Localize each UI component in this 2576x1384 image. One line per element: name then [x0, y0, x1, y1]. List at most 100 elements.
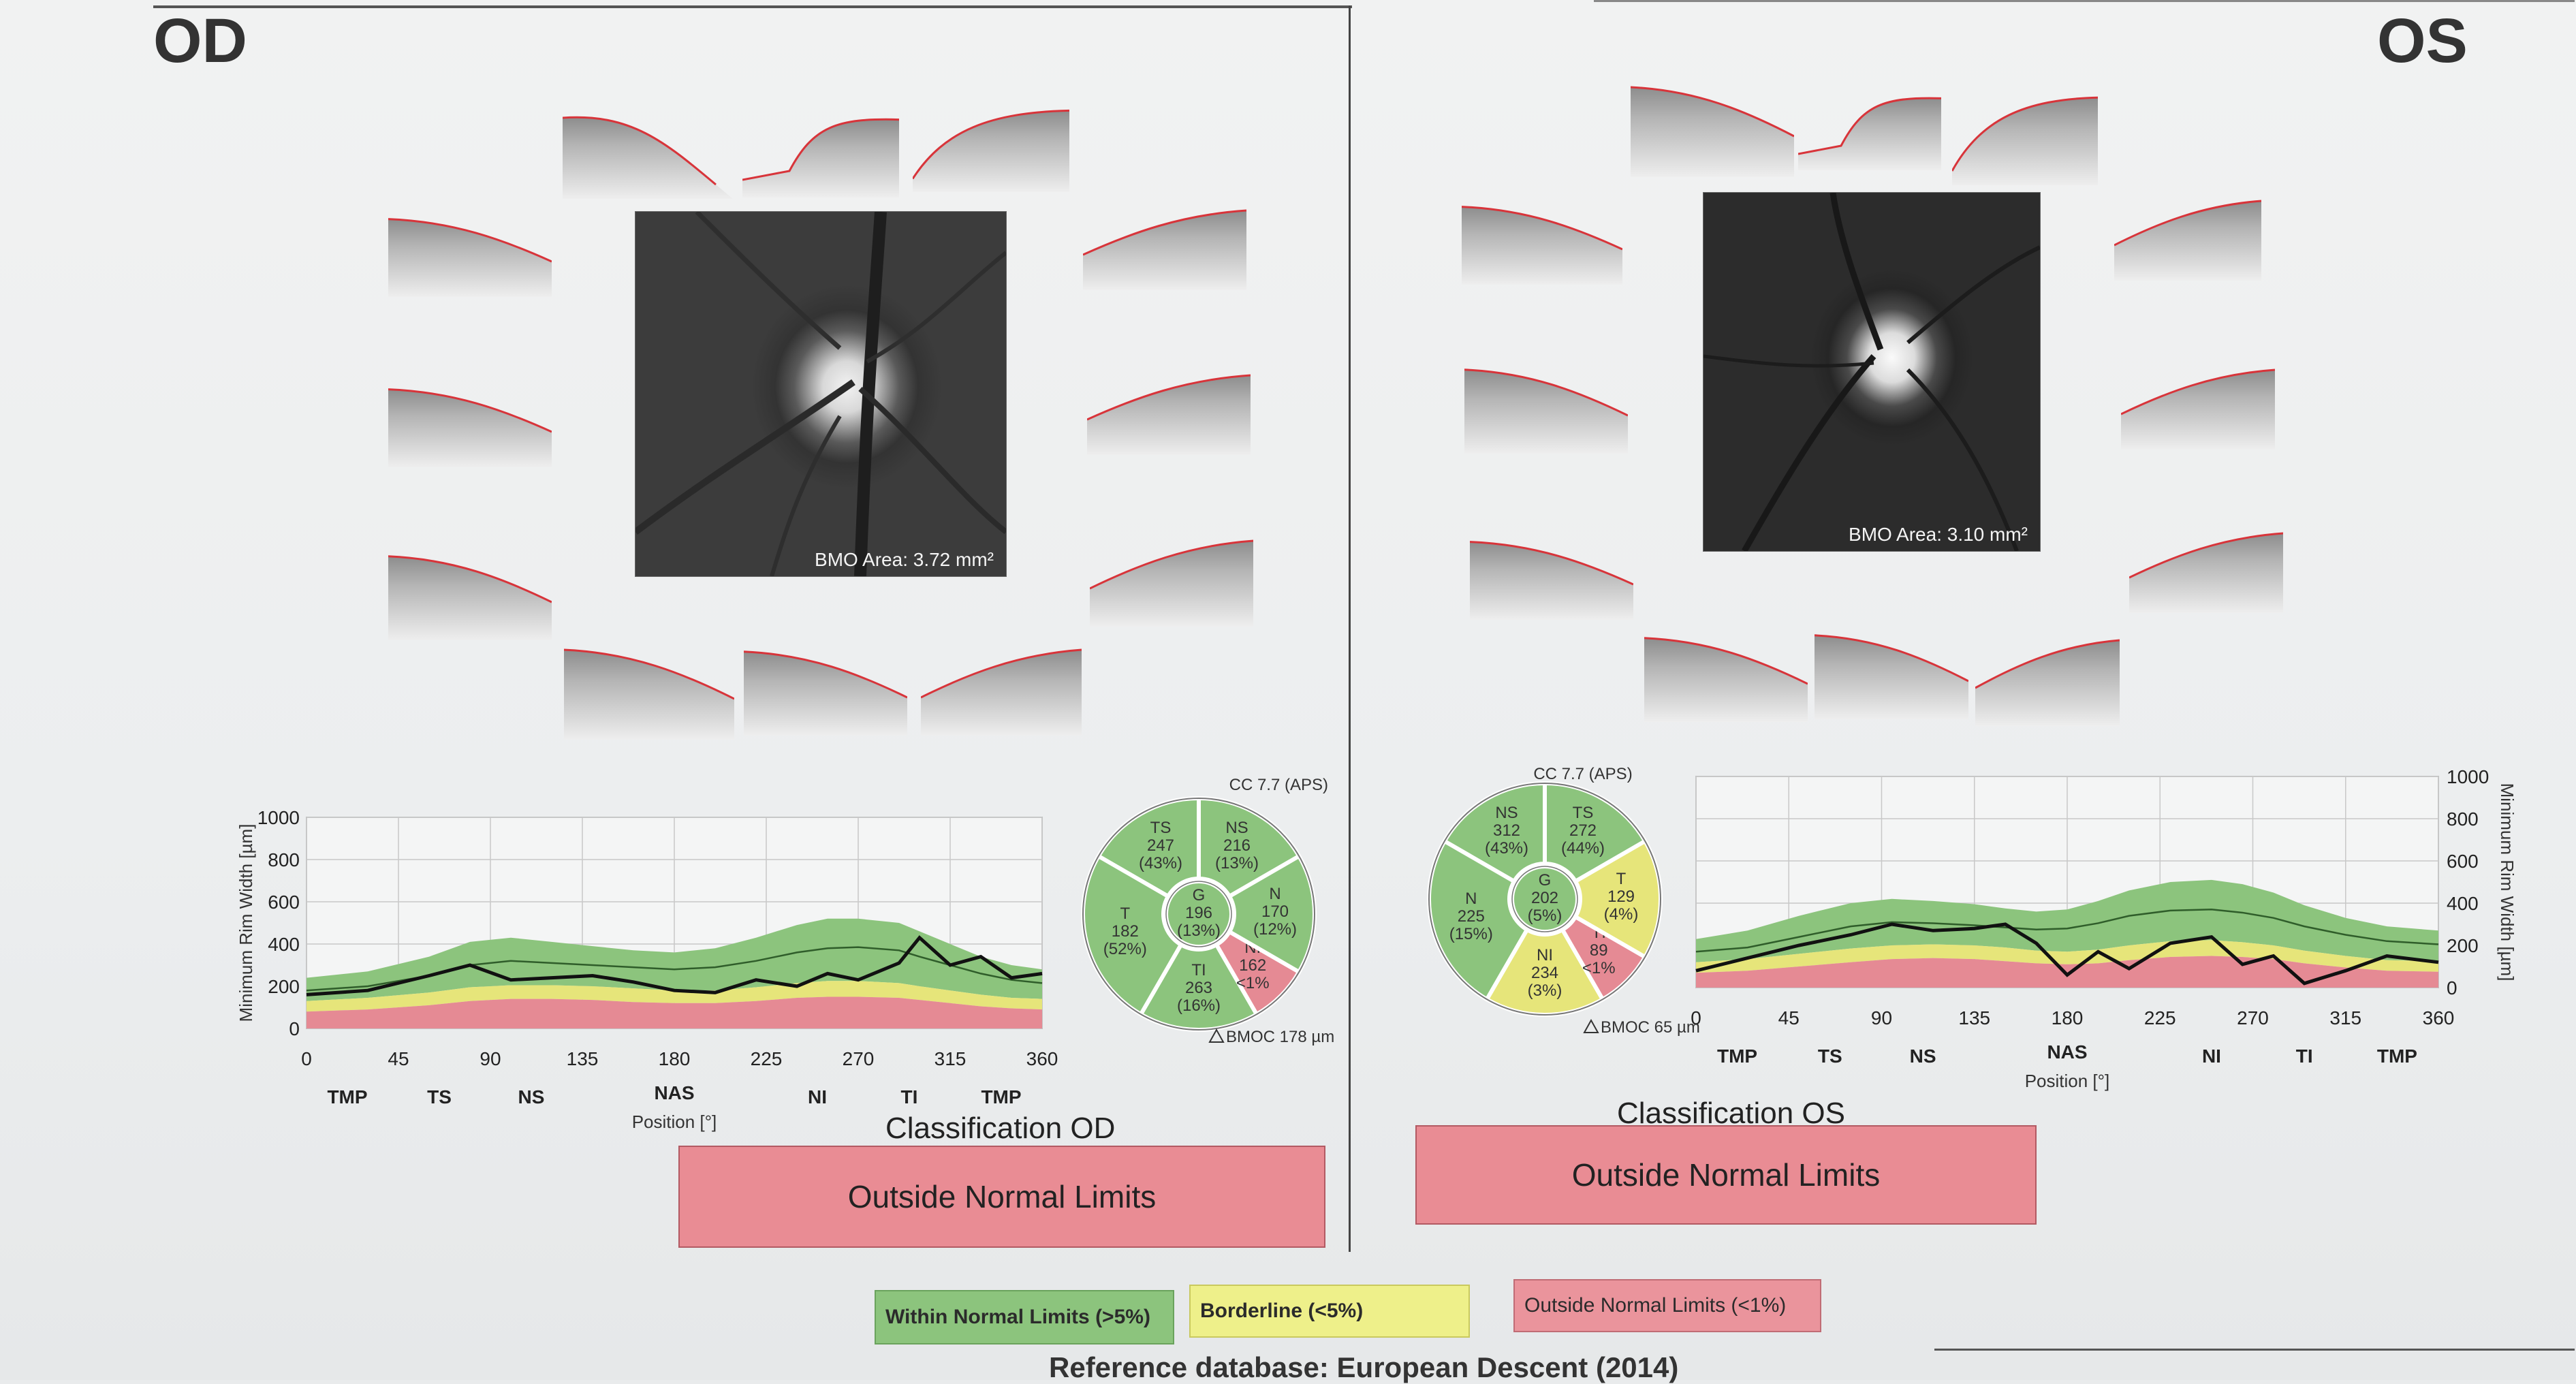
- sector-ts-label: 247: [1147, 836, 1174, 855]
- classification-title-od: Classification OD: [885, 1112, 1116, 1145]
- sector-ts-label: (43%): [1139, 854, 1182, 872]
- center-outline: [1165, 881, 1232, 947]
- x-tick-label: 45: [1778, 1007, 1800, 1028]
- oct-bscan-thumbnail: [2114, 200, 2261, 281]
- normative-mean-line: [1695, 909, 2439, 953]
- sector-label: NAS: [2047, 1041, 2087, 1063]
- band-within-normal: [1696, 879, 2438, 962]
- sector-ni-label: NI: [1537, 946, 1553, 964]
- band-borderline: [1696, 940, 2438, 973]
- sector-label: NS: [518, 1086, 545, 1107]
- oct-bscan-thumbnail: [1952, 96, 2098, 185]
- donut-outline: [1082, 798, 1315, 1031]
- oct-bscan-thumbnail: [388, 218, 552, 297]
- sector-ts-label: 272: [1569, 821, 1597, 840]
- sector-g-label: 202: [1531, 889, 1558, 907]
- x-tick-label: 135: [567, 1048, 599, 1069]
- sector-ts-label: TS: [1573, 804, 1594, 822]
- oct-bscan-thumbnail: [742, 118, 899, 198]
- footer-rule: [1934, 1349, 2575, 1351]
- sector-ns-label: (43%): [1485, 839, 1528, 858]
- sector-t-label: T: [1120, 905, 1130, 923]
- fundus-vessels-od: [635, 212, 1006, 576]
- sector-ts-label: TS: [1150, 819, 1172, 837]
- sector-donut-os: TS272(44%)NS312(43%)N225(15%)NI234(3%)TI…: [1427, 765, 1700, 1037]
- eye-label-os: OS: [2377, 6, 2468, 76]
- x-axis-title: Position [°]: [632, 1112, 717, 1132]
- sector-ni-label: 234: [1531, 964, 1558, 982]
- sector-n-label: (12%): [1253, 920, 1297, 939]
- y-tick-label: 600: [2447, 851, 2479, 872]
- y-tick-label: 1000: [257, 807, 300, 828]
- x-tick-label: 135: [1958, 1007, 1990, 1028]
- sector-label: TMP: [981, 1086, 1021, 1107]
- oct-bscan-thumbnail: [1090, 539, 1253, 627]
- sector-n-label: 225: [1458, 907, 1485, 926]
- sector-label: TI: [2296, 1045, 2313, 1067]
- sector-ns-label: (13%): [1215, 854, 1259, 872]
- oct-bscan-thumbnail: [1644, 637, 1808, 722]
- x-tick-label: 360: [1026, 1048, 1058, 1069]
- delta-icon: [1208, 1028, 1225, 1043]
- sector-ni-label: (3%): [1528, 981, 1562, 1000]
- band-outside-normal: [307, 996, 1042, 1028]
- oct-bscan-thumbnail: [388, 555, 552, 640]
- donut-outline: [1428, 783, 1661, 1016]
- y-tick-label: 800: [2447, 808, 2479, 830]
- fundus-image-od: BMO Area: 3.72 mm²: [635, 211, 1007, 577]
- oct-bscan-thumbnail: [2121, 368, 2275, 450]
- sector-t-label: (4%): [1604, 905, 1639, 924]
- sector-ti-label: TI: [1191, 961, 1206, 979]
- oct-bscan-thumbnail: [1975, 639, 2120, 726]
- sector-n-label: N: [1465, 890, 1477, 908]
- sector-label: NS: [1910, 1045, 1936, 1067]
- oct-bscan-thumbnail: [563, 116, 733, 199]
- oct-bscan-thumbnail: [1087, 374, 1251, 455]
- bmo-area-os: BMO Area: 3.10 mm²: [1849, 524, 2028, 545]
- x-tick-label: 225: [2144, 1007, 2176, 1028]
- cc-label: CC 7.7 (APS): [1229, 776, 1328, 794]
- mrw-chart-os: 0 45 90 135 180 225 270 315 360 0 200 400 600 800 1000…: [1691, 766, 2517, 1091]
- x-tick-label: 225: [751, 1048, 783, 1069]
- normative-mean-line: [306, 946, 1043, 992]
- y-tick-label: 600: [268, 892, 300, 913]
- y-tick-label: 200: [2447, 935, 2479, 956]
- sector-g-label: 196: [1185, 904, 1212, 922]
- sector-ts-label: (44%): [1561, 839, 1605, 858]
- classification-title-os: Classification OS: [1617, 1097, 1846, 1130]
- fundus-vessels-os: [1703, 193, 2040, 551]
- oct-bscan-thumbnail: [1798, 97, 1941, 170]
- sector-g-label: (5%): [1528, 907, 1562, 925]
- x-tick-label: 90: [480, 1048, 501, 1069]
- classification-result-os: Outside Normal Limits: [1415, 1125, 2037, 1225]
- center-outline: [1511, 866, 1578, 932]
- x-tick-label: 180: [659, 1048, 691, 1069]
- oct-bscan-thumbnail: [1470, 541, 1633, 620]
- fundus-image-os: BMO Area: 3.10 mm²: [1703, 192, 2041, 552]
- sector-label: NI: [2202, 1045, 2221, 1067]
- sector-n-label: N: [1269, 885, 1281, 903]
- y-tick-label: 400: [2447, 893, 2479, 914]
- x-tick-label: 180: [2052, 1007, 2084, 1028]
- legend-within-normal: Within Normal Limits (>5%): [875, 1290, 1174, 1344]
- sector-n-label: 170: [1261, 902, 1289, 921]
- sector-label: NI: [808, 1086, 827, 1107]
- x-tick-label: 0: [301, 1048, 312, 1069]
- cc-label: CC 7.7 (APS): [1533, 765, 1632, 783]
- sector-g-label: (13%): [1177, 922, 1221, 940]
- sector-ni-label: <1%: [1236, 974, 1270, 992]
- oct-bscan-thumbnail: [2129, 532, 2283, 613]
- x-tick-label: 270: [2237, 1007, 2269, 1028]
- band-outside-normal: [1696, 956, 2438, 988]
- oct-bscan-thumbnail: [744, 650, 907, 736]
- classification-result-od: Outside Normal Limits: [678, 1146, 1325, 1248]
- x-tick-label: 360: [2423, 1007, 2455, 1028]
- x-tick-label: 270: [843, 1048, 875, 1069]
- bmo-area-od: BMO Area: 3.72 mm²: [815, 549, 994, 570]
- legend-borderline: Borderline (<5%): [1189, 1285, 1470, 1338]
- y-tick-label: 200: [268, 976, 300, 997]
- sector-label: NAS: [654, 1082, 694, 1103]
- y-axis-title: Minimum Rim Width [µm]: [2497, 783, 2517, 981]
- oct-bscan-thumbnail: [1631, 86, 1794, 177]
- reference-database: Reference database: European Descent (20…: [1049, 1351, 1679, 1383]
